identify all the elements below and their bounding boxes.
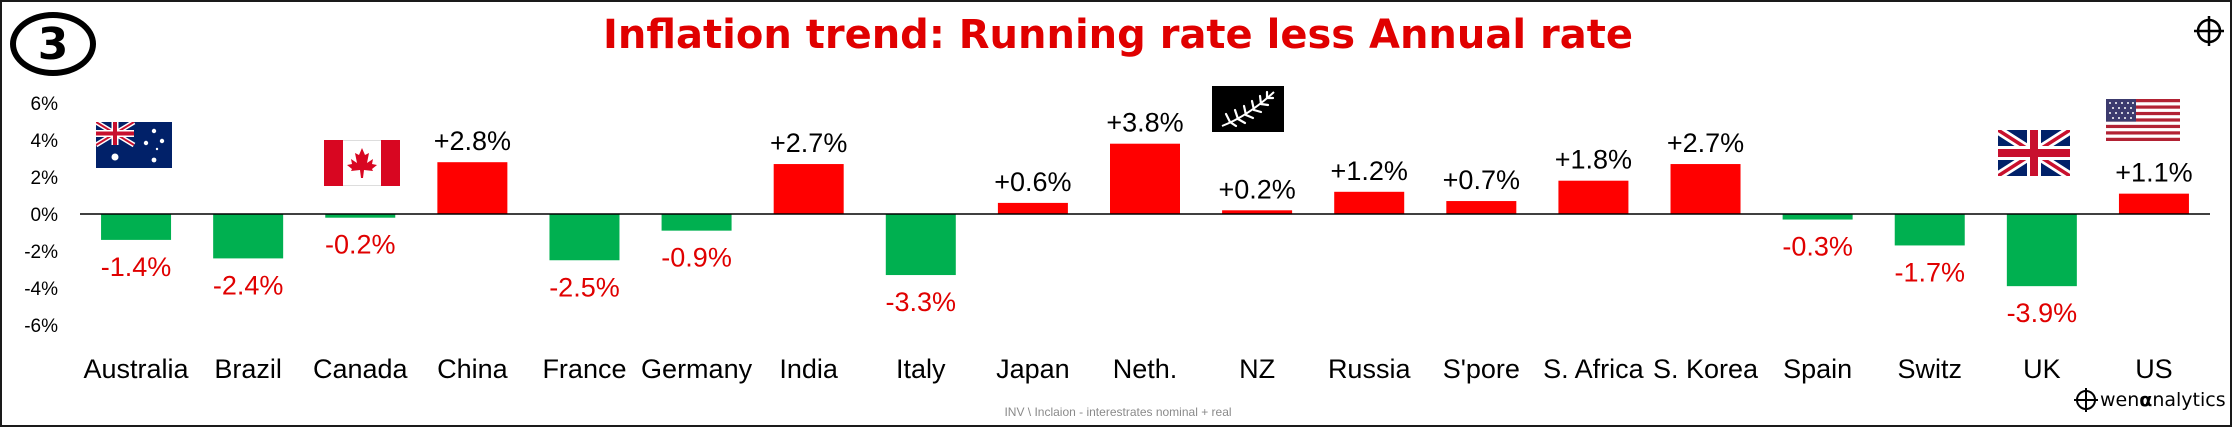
flag-uk-icon (1998, 130, 2070, 176)
footer-source-note: INV \ Inclaion - interestrates nominal +… (1004, 405, 1232, 419)
brand-text-rest: nalytics (2152, 389, 2226, 411)
data-label: -3.9% (2007, 298, 2078, 328)
data-label: +0.2% (1218, 174, 1295, 204)
category-labels: Australia Brazil Canada China France Germany I… (84, 354, 2173, 384)
bar (1558, 180, 1629, 214)
bar (549, 214, 620, 261)
y-tick-label: -6% (24, 316, 58, 337)
bar (1782, 214, 1853, 220)
data-label: +1.8% (1555, 145, 1632, 175)
y-tick-label: 0% (31, 205, 59, 226)
data-label: +2.8% (434, 126, 511, 156)
brand-text: wen (2100, 389, 2140, 411)
category-label: India (779, 354, 839, 384)
data-label: +1.1% (2115, 158, 2192, 188)
data-label: -0.3% (1782, 232, 1853, 262)
y-axis: 6% 4% 2% 0% -2% -4% -6% (24, 94, 58, 337)
bar (1670, 164, 1741, 214)
bar (325, 214, 396, 218)
category-label: US (2135, 354, 2173, 384)
data-labels: -1.4% -2.4% -0.2% +2.8% -2.5% -0.9% +2.7% -3.3%… (101, 108, 2193, 328)
bar (2118, 193, 2189, 214)
y-tick-label: -2% (24, 242, 58, 263)
bar (885, 214, 956, 276)
category-label: France (542, 354, 626, 384)
bar (1446, 201, 1517, 214)
y-tick-label: 6% (31, 94, 59, 115)
crosshair-icon (2194, 16, 2224, 46)
category-label: S'pore (1443, 354, 1520, 384)
category-label: S. Africa (1543, 354, 1645, 384)
data-label: +3.8% (1106, 108, 1183, 138)
bar (437, 162, 508, 214)
category-label: S. Korea (1653, 354, 1759, 384)
data-label: -1.7% (1894, 257, 1965, 287)
data-label: +2.7% (1667, 128, 1744, 158)
category-label: Brazil (214, 354, 282, 384)
brand-alpha: α (2139, 389, 2153, 411)
bars (101, 143, 2189, 287)
data-label: +0.6% (994, 167, 1071, 197)
category-label: Canada (313, 354, 409, 384)
data-label: -2.5% (549, 272, 620, 302)
bar (1334, 191, 1405, 214)
category-label: Russia (1328, 354, 1412, 384)
data-label: -2.4% (213, 270, 284, 300)
category-label: Switz (1897, 354, 1962, 384)
y-tick-label: -4% (24, 279, 58, 300)
y-tick-label: 4% (31, 131, 59, 152)
category-label: China (437, 354, 509, 384)
y-tick-label: 2% (31, 168, 59, 189)
flag-us-icon (2106, 99, 2180, 141)
data-label: -3.3% (886, 287, 957, 317)
data-label: -0.9% (661, 243, 732, 273)
category-label: Germany (641, 354, 753, 384)
bar (213, 214, 284, 259)
category-label: Spain (1783, 354, 1852, 384)
bar (1110, 143, 1180, 214)
category-label: UK (2023, 354, 2061, 384)
bar (1894, 214, 1965, 246)
bar (2006, 214, 2077, 287)
category-label: Australia (84, 354, 190, 384)
bar (661, 214, 732, 231)
flag-canada-icon (324, 140, 400, 186)
chart-title: Inflation trend: Running rate less Annua… (603, 12, 1633, 58)
bar (773, 164, 844, 214)
brand-logo: wen α nalytics (2074, 388, 2226, 412)
data-label: -0.2% (325, 230, 396, 260)
data-label: +1.2% (1331, 156, 1408, 186)
flag-new-zealand-fern-icon (1212, 86, 1284, 132)
category-label: Italy (896, 354, 946, 384)
chart-number-badge: 3 (10, 12, 96, 76)
bar (1222, 210, 1293, 214)
data-label: -1.4% (101, 252, 172, 282)
flag-australia-icon (96, 122, 172, 168)
bar (101, 214, 172, 240)
owen-logo-icon (2074, 388, 2098, 412)
data-label: +2.7% (770, 128, 847, 158)
data-label: +0.7% (1443, 165, 1520, 195)
category-label: NZ (1239, 354, 1275, 384)
category-label: Neth. (1113, 354, 1178, 384)
category-label: Japan (996, 354, 1070, 384)
bar (997, 202, 1068, 214)
